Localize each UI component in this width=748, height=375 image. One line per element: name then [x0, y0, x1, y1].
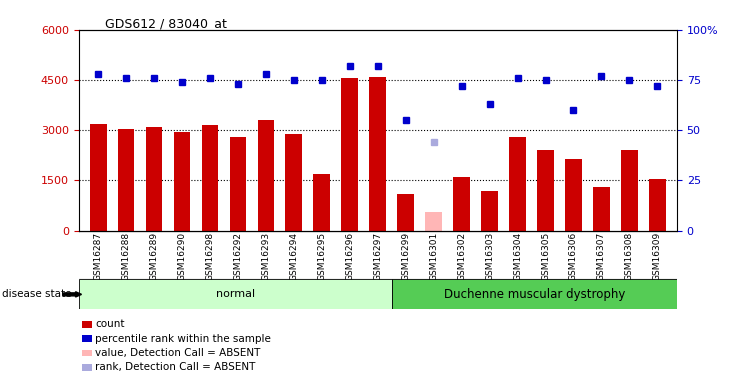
Text: GSM16295: GSM16295	[317, 232, 326, 281]
Text: GDS612 / 83040_at: GDS612 / 83040_at	[105, 17, 227, 30]
Text: GSM16298: GSM16298	[206, 232, 215, 281]
Bar	[509, 137, 526, 231]
Bar	[453, 177, 470, 231]
Bar	[146, 127, 162, 231]
Text: GSM16305: GSM16305	[541, 232, 550, 281]
Text: Duchenne muscular dystrophy: Duchenne muscular dystrophy	[444, 288, 625, 301]
Text: GSM16304: GSM16304	[513, 232, 522, 281]
Bar	[481, 190, 498, 231]
Text: normal: normal	[215, 290, 254, 299]
Text: GSM16309: GSM16309	[653, 232, 662, 281]
Bar	[79, 279, 392, 309]
Bar	[621, 150, 638, 231]
Text: percentile rank within the sample: percentile rank within the sample	[95, 334, 271, 344]
Text: GSM16290: GSM16290	[177, 232, 186, 281]
Text: GSM16307: GSM16307	[597, 232, 606, 281]
Text: GSM16297: GSM16297	[373, 232, 382, 281]
Text: GSM16287: GSM16287	[94, 232, 102, 281]
Bar	[392, 279, 677, 309]
Text: disease state: disease state	[2, 290, 72, 299]
Bar	[565, 159, 582, 231]
Text: GSM16302: GSM16302	[457, 232, 466, 281]
Bar	[201, 125, 218, 231]
Text: rank, Detection Call = ABSENT: rank, Detection Call = ABSENT	[95, 362, 255, 372]
Text: GSM16306: GSM16306	[569, 232, 578, 281]
Bar	[426, 212, 442, 231]
Bar	[257, 120, 275, 231]
Text: GSM16308: GSM16308	[625, 232, 634, 281]
Bar	[397, 194, 414, 231]
Bar	[593, 187, 610, 231]
Bar	[537, 150, 554, 231]
Text: GSM16303: GSM16303	[485, 232, 494, 281]
Bar	[313, 174, 330, 231]
Bar	[370, 77, 386, 231]
Text: GSM16288: GSM16288	[122, 232, 131, 281]
Bar	[90, 124, 106, 231]
Bar	[341, 78, 358, 231]
Bar	[174, 132, 191, 231]
Text: GSM16293: GSM16293	[261, 232, 270, 281]
Bar	[286, 134, 302, 231]
Bar	[117, 129, 135, 231]
Text: GSM16296: GSM16296	[346, 232, 355, 281]
Text: GSM16289: GSM16289	[150, 232, 159, 281]
Text: GSM16292: GSM16292	[233, 232, 242, 281]
Bar	[649, 179, 666, 231]
Text: GSM16294: GSM16294	[289, 232, 298, 281]
Text: GSM16301: GSM16301	[429, 232, 438, 281]
Text: count: count	[95, 320, 124, 329]
Text: GSM16299: GSM16299	[401, 232, 410, 281]
Text: value, Detection Call = ABSENT: value, Detection Call = ABSENT	[95, 348, 260, 358]
Bar	[230, 137, 246, 231]
